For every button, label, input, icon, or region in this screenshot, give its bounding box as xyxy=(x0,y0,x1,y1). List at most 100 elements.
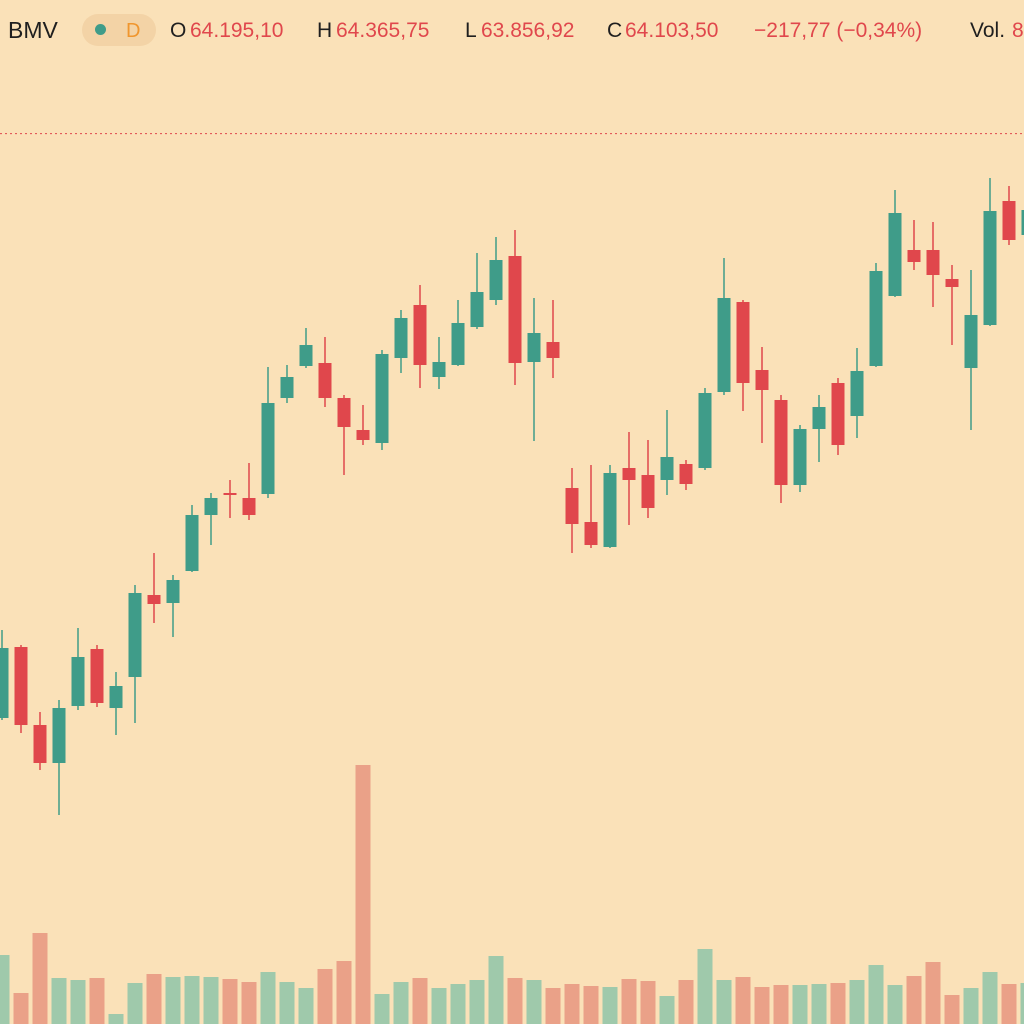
volume-bar xyxy=(203,977,219,1024)
volume-bar xyxy=(355,765,371,1024)
candle-body xyxy=(907,250,921,262)
volume-bar xyxy=(640,981,656,1024)
candle-body xyxy=(242,498,256,515)
volume-bar xyxy=(982,972,998,1024)
candle-body xyxy=(223,493,237,495)
candle-body xyxy=(147,595,161,604)
volume-bar xyxy=(165,977,181,1024)
candle-body xyxy=(432,362,446,377)
volume-bar xyxy=(32,933,48,1024)
candle-body xyxy=(831,383,845,445)
volume-bar xyxy=(89,978,105,1024)
volume-bar xyxy=(260,972,276,1024)
interval[interactable]: D xyxy=(126,20,141,42)
volume-bar xyxy=(298,988,314,1024)
volume-bar xyxy=(13,993,29,1024)
volume-bar xyxy=(108,1014,124,1024)
volume-bar xyxy=(222,979,238,1024)
volume-bar xyxy=(602,987,618,1024)
candle-body xyxy=(736,302,750,383)
volume-bar xyxy=(944,995,960,1024)
candle-body xyxy=(527,333,541,362)
candle-body xyxy=(451,323,465,365)
candle-body xyxy=(52,708,66,763)
candle-body xyxy=(394,318,408,358)
volume-bar xyxy=(925,962,941,1024)
candle-body xyxy=(774,400,788,485)
volume-bar xyxy=(526,980,542,1024)
volume-bar xyxy=(374,994,390,1024)
volume-bar xyxy=(830,983,846,1024)
symbol[interactable]: BMV xyxy=(8,17,58,43)
candle-body xyxy=(109,686,123,708)
volume-bar xyxy=(488,956,504,1024)
candle-body xyxy=(641,475,655,508)
candle-body xyxy=(0,648,9,718)
candle-body xyxy=(489,260,503,300)
open-value: 64.195,10 xyxy=(190,19,284,42)
candle-body xyxy=(888,213,902,296)
volume-bar xyxy=(811,984,827,1024)
volume-bar xyxy=(70,980,86,1024)
candle-body xyxy=(565,488,579,524)
candle-body xyxy=(812,407,826,429)
volume-bar xyxy=(469,980,485,1024)
candle-body xyxy=(603,473,617,547)
candle-body xyxy=(850,371,864,416)
candle-body xyxy=(679,464,693,484)
volume-bar xyxy=(127,983,143,1024)
candle-body xyxy=(14,647,28,725)
volume-bar xyxy=(450,984,466,1024)
volume-bar xyxy=(51,978,67,1024)
close-label: C xyxy=(607,19,623,42)
candle-body xyxy=(337,398,351,427)
candle-body xyxy=(185,515,199,571)
volume-bar xyxy=(184,976,200,1024)
candle-body xyxy=(546,342,560,358)
candle-body xyxy=(698,393,712,468)
volume-bar xyxy=(1001,984,1017,1024)
volume-label: Vol. xyxy=(970,19,1006,42)
candle-body xyxy=(926,250,940,275)
volume-bar xyxy=(0,955,10,1024)
candle-body xyxy=(717,298,731,392)
volume-bar xyxy=(754,987,770,1024)
volume-bar xyxy=(792,985,808,1024)
volume-bar xyxy=(621,979,637,1024)
volume-bar xyxy=(1020,983,1024,1024)
volume-bar xyxy=(317,969,333,1024)
volume-value: 8 xyxy=(1012,19,1024,42)
candle-body xyxy=(869,271,883,366)
candle-body xyxy=(261,403,275,494)
volume-bar xyxy=(887,985,903,1024)
volume-bar xyxy=(412,978,428,1024)
candle-body xyxy=(622,468,636,480)
close-value: 64.103,50 xyxy=(625,19,719,42)
status-pill[interactable] xyxy=(82,14,156,46)
candle-body xyxy=(793,429,807,485)
volume-bar xyxy=(868,965,884,1024)
volume-bar xyxy=(659,996,675,1024)
candle-body xyxy=(90,649,104,703)
candle-body xyxy=(204,498,218,515)
candle-body xyxy=(318,363,332,398)
candle-body xyxy=(356,430,370,440)
candle-body xyxy=(280,377,294,398)
high-label: H xyxy=(317,19,333,42)
candle-body xyxy=(71,657,85,706)
volume-bar xyxy=(583,986,599,1024)
volume-bar xyxy=(279,982,295,1024)
candle-body xyxy=(470,292,484,327)
candle-body xyxy=(945,279,959,287)
volume-bar xyxy=(849,980,865,1024)
status-dot xyxy=(95,24,106,35)
low-label: L xyxy=(465,19,477,42)
candle-body xyxy=(299,345,313,366)
candle-body xyxy=(660,457,674,480)
volume-bar xyxy=(906,976,922,1024)
volume-bar xyxy=(773,985,789,1024)
volume-bar xyxy=(241,982,257,1024)
volume-bar xyxy=(564,984,580,1024)
